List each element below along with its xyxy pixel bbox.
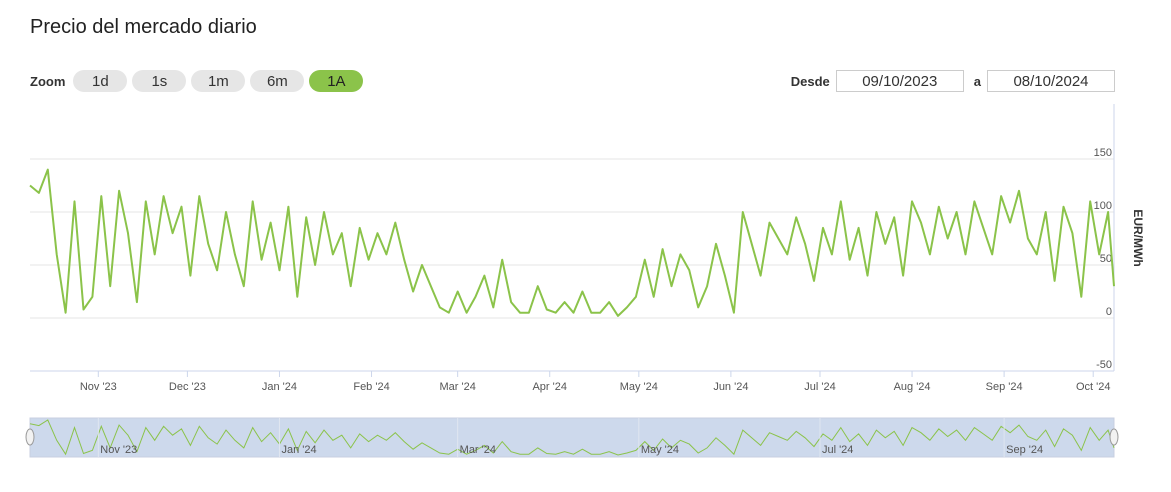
x-tick-label: Feb '24: [353, 381, 389, 393]
chart-grid: [30, 158, 1114, 372]
navigator-tick-label: Jul '24: [822, 444, 853, 456]
x-tick-label: May '24: [620, 381, 658, 393]
x-tick-label: Jun '24: [713, 381, 748, 393]
zoom-button-1a[interactable]: 1A: [309, 70, 364, 92]
chart-title: Precio del mercado diario: [30, 16, 257, 38]
x-tick-label: Mar '24: [439, 381, 475, 393]
navigator-right-handle[interactable]: [1109, 428, 1119, 446]
navigator-tick-label: Nov '23: [100, 444, 137, 456]
navigator-tick-label: Mar '24: [460, 444, 496, 456]
to-date-input[interactable]: [987, 70, 1115, 92]
y-tick-label: 100: [1094, 200, 1112, 212]
from-label: Desde: [790, 73, 830, 89]
navigator-tick-label: Sep '24: [1006, 444, 1043, 456]
navigator-series-line: [29, 419, 1115, 456]
zoom-label: Zoom: [30, 73, 66, 89]
x-tick-label: Jul '24: [804, 381, 835, 393]
zoom-button-6m[interactable]: 6m: [250, 70, 305, 92]
navigator-left-handle[interactable]: [25, 428, 35, 446]
x-tick-label: Nov '23: [80, 381, 117, 393]
x-tick-label: Aug '24: [894, 381, 931, 393]
navigator-ticks: Nov '23 Jan '24 Mar '24 May '24 Jul '24 Sep '…: [97, 418, 1043, 457]
y-tick-label: -50: [1096, 359, 1112, 371]
navigator-tick-label: Jan '24: [281, 444, 316, 456]
zoom-selector: Zoom 1d 1s 1m 6m 1A: [30, 69, 368, 93]
y-tick-label: 150: [1094, 147, 1112, 159]
x-tick-label: Apr '24: [532, 381, 567, 393]
from-date-input[interactable]: [835, 70, 964, 92]
x-tick-label: Sep '24: [986, 381, 1023, 393]
y-axis-title: EUR/MWh: [1131, 209, 1145, 266]
zoom-button-1m[interactable]: 1m: [191, 70, 246, 92]
navigator-tick-label: May '24: [641, 444, 679, 456]
zoom-button-1s[interactable]: 1s: [132, 70, 187, 92]
navigator-range-area[interactable]: [29, 417, 1115, 458]
to-label: a: [973, 73, 981, 89]
zoom-button-1d[interactable]: 1d: [73, 70, 128, 92]
x-tick-label: Dec '23: [169, 381, 206, 393]
y-tick-label: 0: [1106, 306, 1112, 318]
price-series-line: [29, 168, 1115, 317]
y-tick-label: 50: [1100, 253, 1112, 265]
y-axis-ticks: 150 100 50 0 -50: [1094, 147, 1112, 371]
date-range-selector: Desde a: [781, 69, 1115, 93]
x-axis-ticks: Nov '23 Dec '23 Jan '24 Feb '24 Mar '24 Apr '…: [80, 371, 1111, 393]
x-tick-label: Oct '24: [1076, 381, 1111, 393]
x-tick-label: Jan '24: [262, 381, 297, 393]
